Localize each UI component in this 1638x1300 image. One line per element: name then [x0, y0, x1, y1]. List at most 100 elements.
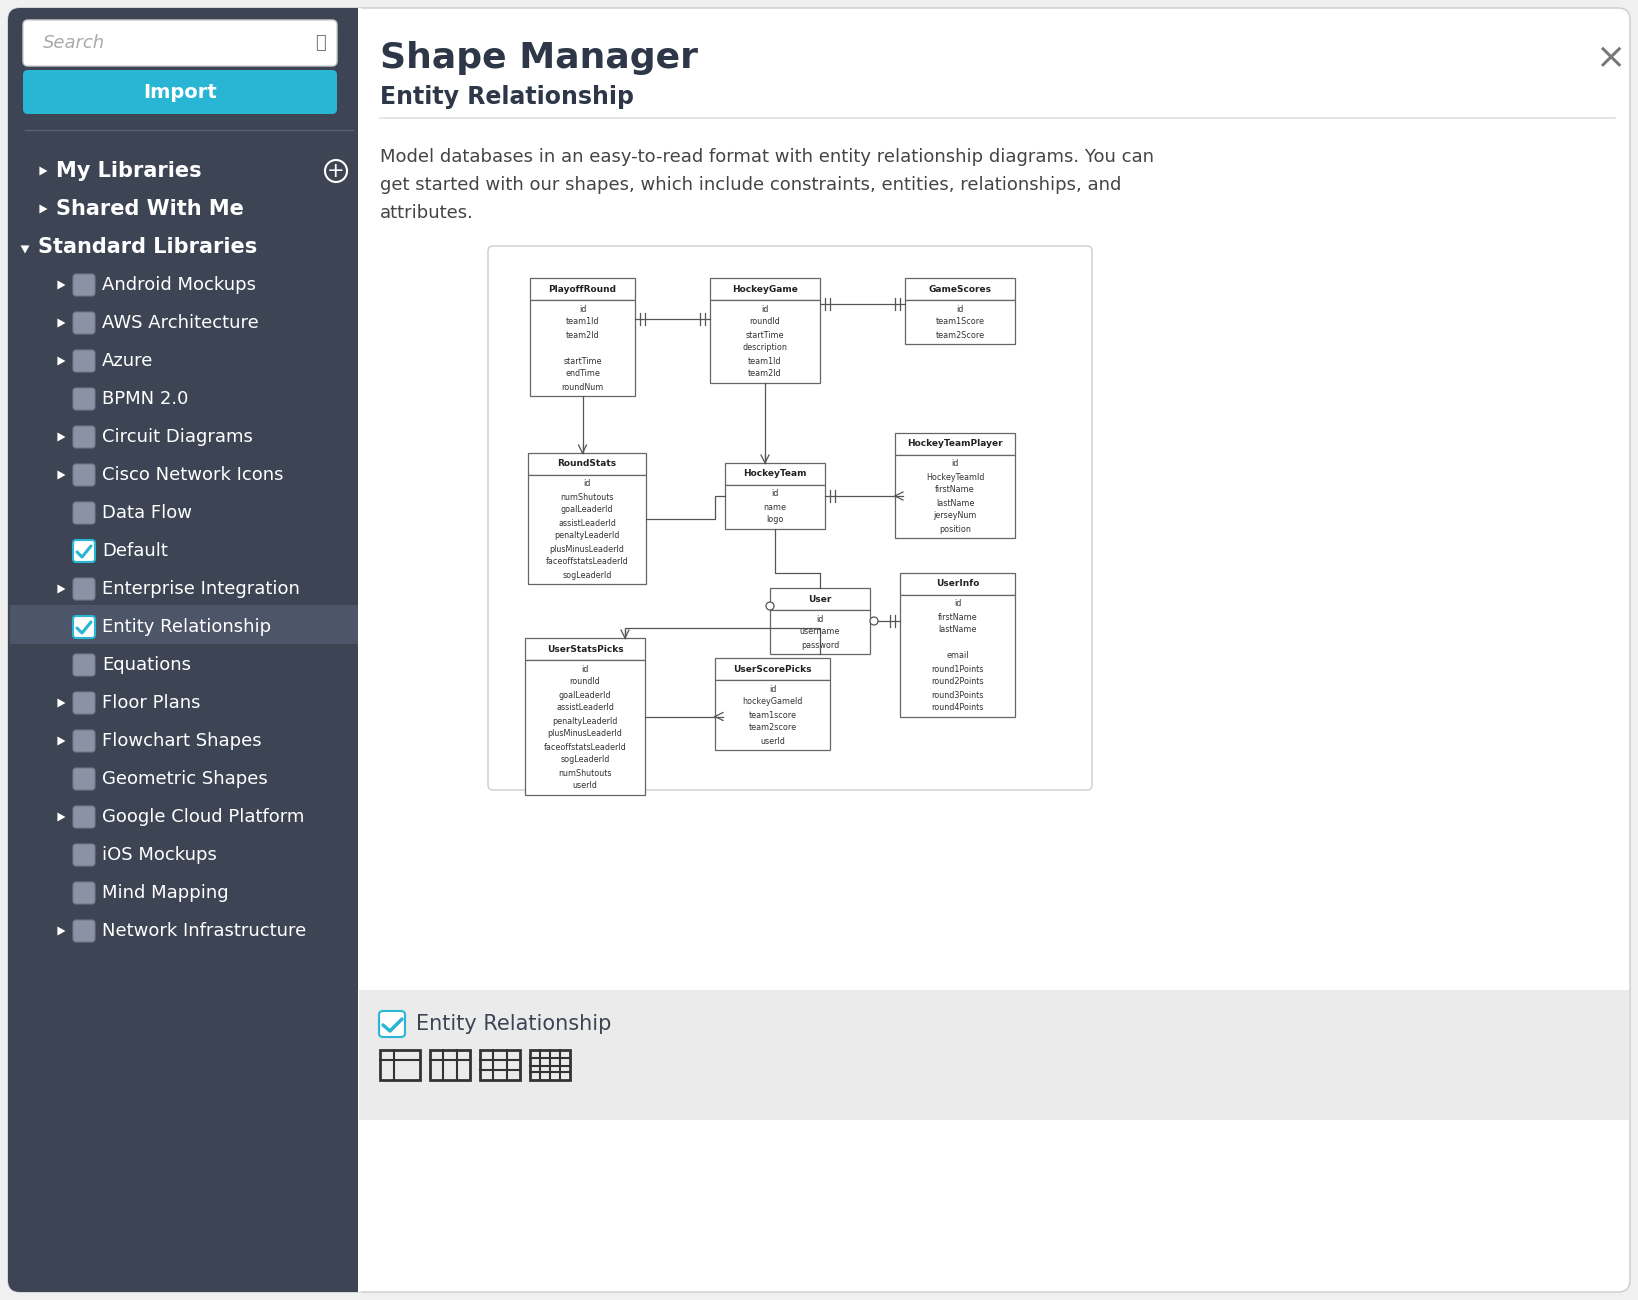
FancyBboxPatch shape — [74, 806, 95, 828]
Text: team2Id: team2Id — [749, 369, 781, 378]
FancyBboxPatch shape — [74, 464, 95, 486]
Text: UserInfo: UserInfo — [935, 580, 980, 589]
Polygon shape — [57, 698, 66, 707]
Text: Import: Import — [143, 82, 216, 101]
Text: roundId: roundId — [570, 677, 601, 686]
Bar — [770, 588, 870, 610]
Text: id: id — [816, 615, 824, 624]
Text: Enterprise Integration: Enterprise Integration — [102, 580, 300, 598]
Text: endTime: endTime — [565, 369, 600, 378]
FancyBboxPatch shape — [8, 8, 359, 1292]
FancyBboxPatch shape — [8, 8, 1630, 1292]
FancyBboxPatch shape — [23, 20, 337, 66]
Text: logo: logo — [767, 516, 783, 524]
Bar — [526, 660, 645, 796]
Text: id: id — [762, 304, 768, 313]
Text: Android Mockups: Android Mockups — [102, 276, 256, 294]
Bar — [10, 604, 359, 644]
Text: Google Cloud Platform: Google Cloud Platform — [102, 809, 305, 826]
Text: AWS Architecture: AWS Architecture — [102, 315, 259, 332]
Bar — [380, 1050, 419, 1080]
FancyBboxPatch shape — [74, 768, 95, 790]
Text: BPMN 2.0: BPMN 2.0 — [102, 390, 188, 408]
FancyBboxPatch shape — [23, 70, 337, 114]
Text: round1Points: round1Points — [932, 664, 984, 673]
Text: Cisco Network Icons: Cisco Network Icons — [102, 465, 283, 484]
Text: HockeyGame: HockeyGame — [732, 285, 798, 294]
Bar — [770, 610, 870, 654]
FancyBboxPatch shape — [378, 1011, 405, 1037]
FancyBboxPatch shape — [74, 654, 95, 676]
Text: round4Points: round4Points — [932, 703, 984, 712]
Text: ⌕: ⌕ — [316, 34, 326, 52]
Text: id: id — [771, 490, 778, 498]
FancyBboxPatch shape — [74, 387, 95, 410]
Text: Circuit Diagrams: Circuit Diagrams — [102, 428, 252, 446]
Bar — [716, 658, 830, 680]
Text: team1Id: team1Id — [565, 317, 600, 326]
Text: roundNum: roundNum — [562, 382, 604, 391]
Text: UserStatsPicks: UserStatsPicks — [547, 645, 624, 654]
Text: Shared With Me: Shared With Me — [56, 199, 244, 218]
Bar — [726, 463, 826, 485]
Polygon shape — [57, 433, 66, 442]
Text: Azure: Azure — [102, 352, 154, 370]
Text: roundId: roundId — [750, 317, 780, 326]
Bar — [527, 474, 645, 584]
Text: id: id — [578, 304, 586, 313]
Text: RoundStats: RoundStats — [557, 459, 616, 468]
Text: team2score: team2score — [749, 724, 796, 732]
Text: Entity Relationship: Entity Relationship — [102, 618, 272, 636]
FancyBboxPatch shape — [488, 246, 1093, 790]
Text: lastName: lastName — [939, 625, 976, 634]
Bar — [531, 278, 636, 300]
Text: +: + — [328, 161, 346, 181]
Text: ×: × — [1595, 42, 1625, 75]
Text: Standard Libraries: Standard Libraries — [38, 237, 257, 257]
Bar — [709, 300, 821, 384]
Text: plusMinusLeaderId: plusMinusLeaderId — [547, 729, 622, 738]
Text: HockeyTeamId: HockeyTeamId — [925, 472, 984, 481]
Text: Floor Plans: Floor Plans — [102, 694, 200, 712]
FancyBboxPatch shape — [74, 312, 95, 334]
Polygon shape — [57, 737, 66, 745]
Text: sogLeaderId: sogLeaderId — [562, 571, 611, 580]
Polygon shape — [57, 281, 66, 290]
Text: Geometric Shapes: Geometric Shapes — [102, 770, 267, 788]
Text: iOS Mockups: iOS Mockups — [102, 846, 216, 865]
Polygon shape — [39, 166, 48, 176]
Text: position: position — [939, 524, 971, 533]
FancyBboxPatch shape — [74, 616, 95, 638]
Text: penaltyLeaderId: penaltyLeaderId — [554, 532, 619, 541]
Text: get started with our shapes, which include constraints, entities, relationships,: get started with our shapes, which inclu… — [380, 176, 1122, 194]
Text: round2Points: round2Points — [932, 677, 984, 686]
Text: HockeyTeamPlayer: HockeyTeamPlayer — [907, 439, 1002, 448]
FancyBboxPatch shape — [74, 731, 95, 751]
Bar — [359, 991, 1630, 1121]
Bar — [726, 485, 826, 529]
Text: HockeyTeam: HockeyTeam — [744, 469, 808, 478]
Text: attributes.: attributes. — [380, 204, 473, 222]
Bar — [894, 455, 1016, 538]
FancyBboxPatch shape — [74, 540, 95, 562]
Text: team1Score: team1Score — [935, 317, 984, 326]
Bar — [899, 573, 1016, 595]
Text: id: id — [583, 480, 591, 489]
Text: firstName: firstName — [937, 612, 978, 621]
Polygon shape — [57, 927, 66, 936]
Bar — [431, 1050, 470, 1080]
FancyBboxPatch shape — [74, 844, 95, 866]
Bar — [894, 433, 1016, 455]
Text: Data Flow: Data Flow — [102, 504, 192, 523]
FancyBboxPatch shape — [74, 881, 95, 904]
Text: userId: userId — [760, 737, 785, 745]
Text: startTime: startTime — [563, 356, 601, 365]
Circle shape — [767, 602, 775, 610]
Text: description: description — [742, 343, 788, 352]
FancyBboxPatch shape — [74, 502, 95, 524]
Text: team1Id: team1Id — [749, 356, 781, 365]
Text: goalLeaderId: goalLeaderId — [559, 690, 611, 699]
FancyBboxPatch shape — [74, 578, 95, 601]
Text: PlayoffRound: PlayoffRound — [549, 285, 616, 294]
Text: startTime: startTime — [745, 330, 785, 339]
